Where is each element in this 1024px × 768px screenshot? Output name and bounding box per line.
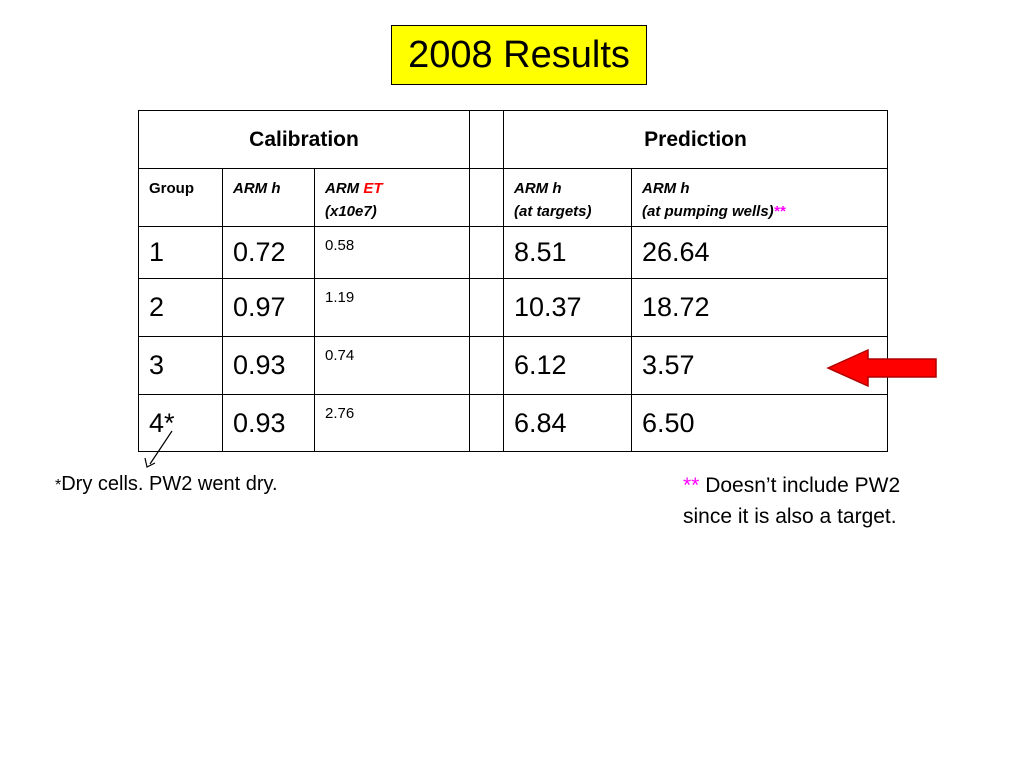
arm-et-highlight: ET (363, 180, 383, 197)
arm-et-cell: 0.74 (314, 336, 470, 395)
pred-targets-line2: (at targets) (514, 203, 592, 220)
footnote-star: * (55, 477, 62, 494)
calibration-header: Calibration (138, 110, 470, 169)
arm-et-cell: 0.58 (314, 226, 470, 279)
pred-targets-header: ARM h (at targets) (503, 168, 632, 227)
pw2-footnote: ** Doesn’t include PW2 since it is also … (683, 470, 900, 532)
arm-et-header: ARM ET (x10e7) (314, 168, 470, 227)
results-table: Calibration Prediction Group ARM h ARM E… (138, 110, 888, 452)
table-row: 4* 0.93 2.76 6.84 6.50 (138, 394, 888, 452)
pointer-arrow-icon (144, 430, 173, 468)
pred-targets-cell: 8.51 (503, 226, 632, 279)
footnote-left-text: Dry cells. PW2 went dry. (61, 473, 278, 495)
arm-et-cell: 1.19 (314, 278, 470, 337)
arm-h-cell: 0.97 (222, 278, 315, 337)
table-row: 2 0.97 1.19 10.37 18.72 (138, 278, 888, 337)
group-cell: 4* (138, 394, 223, 452)
pred-wells-cell: 26.64 (631, 226, 888, 279)
pred-targets-cell: 10.37 (503, 278, 632, 337)
arm-h-cell: 0.72 (222, 226, 315, 279)
pred-wells-mark: ** (773, 203, 786, 220)
slide-title-text: 2008 Results (408, 33, 630, 76)
pred-targets-line1: ARM h (514, 180, 562, 197)
spacer-cell (469, 394, 504, 452)
red-left-arrow-icon (826, 348, 937, 388)
footnote-right-line2: since it is also a target. (683, 505, 897, 528)
slide-title: 2008 Results (391, 25, 647, 85)
pred-targets-cell: 6.84 (503, 394, 632, 452)
spacer-cell (469, 226, 504, 279)
arm-et-units: (x10e7) (325, 203, 377, 220)
pred-targets-cell: 6.12 (503, 336, 632, 395)
dry-cells-footnote: *Dry cells. PW2 went dry. (55, 473, 278, 496)
column-header-row: Group ARM h ARM ET (x10e7) ARM h (at tar… (138, 168, 888, 227)
footnote-mark: ** (683, 474, 700, 497)
arm-et-cell: 2.76 (314, 394, 470, 452)
pred-wells-line2: (at pumping wells) (642, 203, 774, 220)
group-cell: 2 (138, 278, 223, 337)
table-row: 1 0.72 0.58 8.51 26.64 (138, 226, 888, 279)
arm-et-prefix: ARM (325, 180, 364, 197)
pred-wells-line1: ARM h (642, 180, 690, 197)
pred-wells-header: ARM h (at pumping wells)** (631, 168, 888, 227)
arm-h-cell: 0.93 (222, 394, 315, 452)
pred-wells-cell: 6.50 (631, 394, 888, 452)
footnote-right-line1: Doesn’t include PW2 (699, 474, 901, 497)
prediction-header: Prediction (503, 110, 888, 169)
pred-wells-cell: 18.72 (631, 278, 888, 337)
section-header-row: Calibration Prediction (138, 110, 888, 169)
group-cell: 1 (138, 226, 223, 279)
